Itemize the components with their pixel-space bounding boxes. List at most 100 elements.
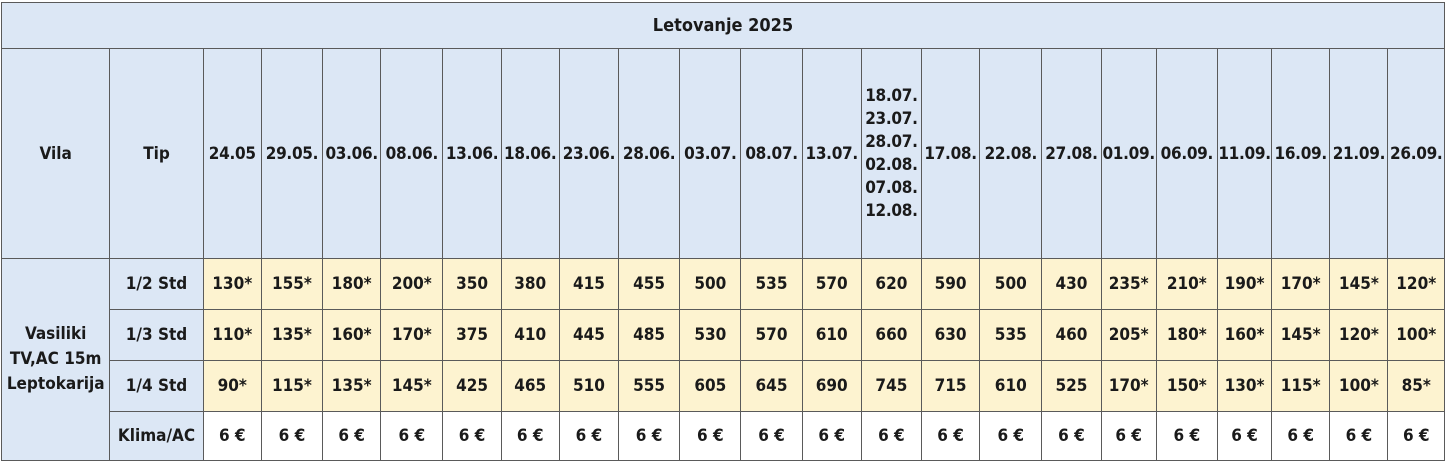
- header-date: 26.09.: [1387, 48, 1445, 259]
- price-cell: 610: [979, 360, 1043, 412]
- header-date: 11.09.: [1216, 48, 1273, 259]
- vila-line3: Leptokarija: [6, 374, 105, 394]
- price-cell: 100*: [1329, 360, 1389, 412]
- price-cell: 6 €: [1216, 411, 1273, 461]
- price-cell: 690: [801, 360, 862, 412]
- price-cell: 6 €: [1271, 411, 1331, 461]
- price-cell: 130*: [1216, 360, 1273, 412]
- price-cell: 6 €: [801, 411, 862, 461]
- header-date: 13.07.: [801, 48, 862, 259]
- header-vila: Vila: [0, 48, 111, 259]
- header-date: 28.06.: [617, 48, 681, 259]
- price-cell: 235*: [1100, 258, 1157, 310]
- price-cell: 525: [1041, 360, 1102, 412]
- price-cell: 6 €: [860, 411, 922, 461]
- price-cell: 110*: [202, 309, 262, 361]
- header-date-line: 18.07.: [865, 85, 918, 106]
- header-date: 13.06.: [442, 48, 502, 259]
- price-cell: 6 €: [558, 411, 620, 461]
- header-date: 18.07. 23.07. 28.07. 02.08. 07.08. 12.08.: [860, 48, 922, 259]
- price-cell: 530: [679, 309, 742, 361]
- table-row: 1/4 Std 90* 115* 135* 145* 425 465 510 555 605 645…: [2, 360, 1445, 412]
- price-cell: 455: [617, 258, 681, 310]
- price-cell: 380: [500, 258, 560, 310]
- header-date: 23.06.: [558, 48, 620, 259]
- price-cell: 205*: [1100, 309, 1157, 361]
- table-row: 1/3 Std 110* 135* 160* 170* 375 410 445 485 530 57…: [2, 309, 1445, 361]
- price-cell: 510: [558, 360, 620, 412]
- table-title: Letovanje 2025: [1, 2, 1445, 49]
- vila-line1: Vasiliki: [24, 324, 87, 344]
- price-cell: 410: [500, 309, 560, 361]
- header-date: 03.07.: [679, 48, 742, 259]
- price-cell: 6 €: [740, 411, 803, 461]
- price-cell: 90*: [202, 360, 262, 412]
- price-cell: 135*: [260, 309, 324, 361]
- price-cell: 150*: [1155, 360, 1218, 412]
- price-cell: 120*: [1329, 309, 1389, 361]
- price-cell: 155*: [260, 258, 324, 310]
- header-date: 27.08.: [1041, 48, 1102, 259]
- price-cell: 100*: [1387, 309, 1445, 361]
- price-cell: 6 €: [380, 411, 444, 461]
- price-cell: 6 €: [920, 411, 981, 461]
- header-date: 03.06.: [322, 48, 382, 259]
- price-cell: 535: [979, 309, 1043, 361]
- header-date-line: 07.08.: [865, 177, 918, 198]
- price-cell: 430: [1041, 258, 1102, 310]
- price-cell: 645: [740, 360, 803, 412]
- header-date-line: 28.07.: [865, 131, 918, 152]
- price-cell: 660: [860, 309, 922, 361]
- header-date: 29.05.: [260, 48, 324, 259]
- price-cell: 485: [617, 309, 681, 361]
- header-date: 16.09.: [1271, 48, 1331, 259]
- header-date: 22.08.: [979, 48, 1043, 259]
- header-date-line: 02.08.: [865, 154, 918, 175]
- price-cell: 620: [860, 258, 922, 310]
- header-date-stack: 18.07. 23.07. 28.07. 02.08. 07.08. 12.08.: [865, 85, 918, 223]
- price-cell: 715: [920, 360, 981, 412]
- header-date: 01.09.: [1100, 48, 1157, 259]
- price-cell: 6 €: [979, 411, 1043, 461]
- header-date-line: 12.08.: [865, 200, 918, 221]
- price-cell: 745: [860, 360, 922, 412]
- price-cell: 190*: [1216, 258, 1273, 310]
- price-cell: 6 €: [1387, 411, 1445, 461]
- tip-cell: 1/4 Std: [109, 360, 204, 412]
- tip-cell: 1/3 Std: [109, 309, 204, 361]
- price-cell: 6 €: [1041, 411, 1102, 461]
- price-cell: 170*: [380, 309, 444, 361]
- vila-line2: TV,AC 15m: [9, 349, 102, 369]
- price-cell: 605: [679, 360, 742, 412]
- price-cell: 500: [679, 258, 742, 310]
- price-cell: 115*: [260, 360, 324, 412]
- tip-cell: Klima/AC: [109, 411, 204, 461]
- price-cell: 6 €: [260, 411, 324, 461]
- header-date: 21.09.: [1329, 48, 1389, 259]
- price-cell: 210*: [1155, 258, 1218, 310]
- header-date-line: 23.07.: [865, 108, 918, 129]
- price-cell: 460: [1041, 309, 1102, 361]
- price-cell: 170*: [1100, 360, 1157, 412]
- price-cell: 145*: [1271, 309, 1331, 361]
- price-cell: 120*: [1387, 258, 1445, 310]
- header-date: 24.05: [202, 48, 262, 259]
- price-cell: 145*: [1329, 258, 1389, 310]
- price-cell: 200*: [380, 258, 444, 310]
- price-cell: 415: [558, 258, 620, 310]
- price-cell: 570: [740, 309, 803, 361]
- price-cell: 6 €: [1100, 411, 1157, 461]
- tip-cell: 1/2 Std: [109, 258, 204, 310]
- price-cell: 130*: [202, 258, 262, 310]
- price-cell: 6 €: [679, 411, 742, 461]
- price-cell: 610: [801, 309, 862, 361]
- price-cell: 6 €: [322, 411, 382, 461]
- price-cell: 555: [617, 360, 681, 412]
- price-cell: 535: [740, 258, 803, 310]
- price-cell: 445: [558, 309, 620, 361]
- price-cell: 160*: [1216, 309, 1273, 361]
- price-cell: 375: [442, 309, 502, 361]
- table-row: Vasiliki TV,AC 15m Leptokarija 1/2 Std 130* 1…: [0, 258, 1445, 461]
- price-cell: 350: [442, 258, 502, 310]
